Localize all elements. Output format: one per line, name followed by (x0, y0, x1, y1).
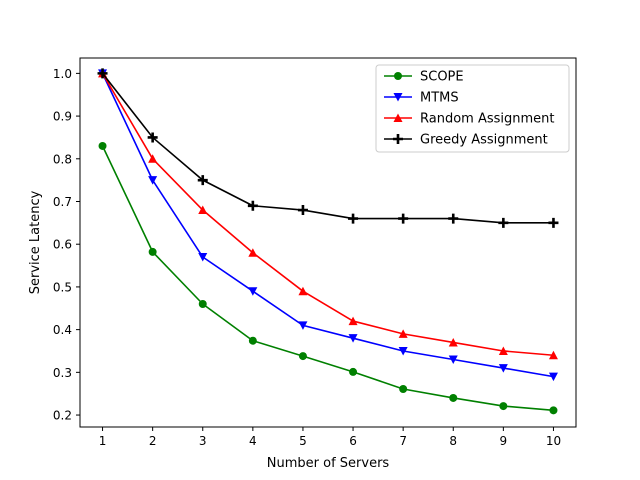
x-tick-label: 3 (199, 434, 207, 448)
legend-marker (393, 93, 403, 102)
plot-marks (97, 68, 559, 415)
legend-label: SCOPE (420, 70, 464, 85)
data-point (398, 213, 409, 224)
y-tick-label: 1.0 (53, 67, 72, 81)
series-line (101, 72, 554, 357)
x-tick-label: 5 (299, 434, 307, 448)
y-tick-label: 0.4 (53, 323, 72, 337)
data-point (448, 355, 458, 365)
data-point (297, 205, 308, 216)
data-point (198, 205, 208, 215)
data-point (548, 372, 558, 382)
data-point (348, 213, 359, 224)
x-axis-label: Number of Servers (267, 456, 390, 471)
x-tick-label: 8 (449, 434, 457, 448)
legend-label: Greedy Assignment (420, 133, 548, 148)
data-point (148, 154, 158, 163)
legend-entry: SCOPE (384, 70, 464, 85)
y-axis-label: Service Latency (28, 190, 43, 294)
series-scope (98, 141, 558, 415)
axis-ticks: 1 2 3 4 5 6 7 8 9 10 0.2 0.3 0.4 0.5 0.6 0.7 0.8 0.9 1.0 (53, 67, 561, 448)
x-tick-label: 6 (349, 434, 357, 448)
y-tick-label: 0.2 (53, 409, 72, 423)
legend: SCOPE MTMS Random Assignment Greedy Assignm… (375, 64, 570, 153)
series-line (101, 72, 554, 224)
x-tick-label: 7 (399, 434, 407, 448)
data-point (498, 346, 508, 355)
legend-label: MTMS (420, 91, 459, 106)
y-tick-label: 0.6 (53, 238, 72, 252)
data-point (398, 329, 408, 338)
legend-marker (393, 134, 403, 144)
legend-entry: MTMS (384, 91, 459, 106)
data-point (97, 68, 108, 79)
data-point (147, 132, 158, 143)
data-point (197, 175, 208, 186)
data-point (148, 247, 157, 256)
data-point (248, 287, 258, 296)
x-tick-label: 9 (500, 434, 508, 448)
data-point (549, 406, 558, 415)
series-line (101, 145, 554, 412)
data-point (248, 336, 257, 345)
data-point (148, 176, 158, 185)
data-point (448, 213, 459, 224)
y-tick-label: 0.9 (53, 110, 72, 124)
data-point (348, 316, 358, 326)
data-point (498, 364, 508, 373)
data-point (399, 384, 408, 393)
data-point (298, 321, 308, 330)
data-point (349, 367, 358, 376)
data-point (499, 402, 508, 411)
x-tick-label: 4 (249, 434, 257, 448)
legend-marker (393, 113, 403, 122)
y-tick-label: 0.7 (53, 195, 72, 209)
data-point (448, 337, 458, 347)
data-point (198, 253, 208, 262)
data-point (449, 393, 458, 402)
x-tick-label: 10 (546, 434, 561, 448)
data-point (298, 286, 308, 296)
y-tick-label: 0.5 (53, 280, 72, 294)
legend-label: Random Assignment (420, 112, 555, 127)
y-tick-label: 0.8 (53, 152, 72, 166)
data-point (548, 350, 558, 360)
data-point (348, 334, 358, 343)
plot-area-frame (79, 57, 577, 428)
data-point (247, 200, 258, 211)
x-tick-label: 1 (99, 434, 107, 448)
data-point (548, 217, 559, 228)
data-point (298, 352, 307, 361)
legend-entry: Greedy Assignment (384, 133, 548, 148)
y-tick-label: 0.3 (53, 366, 72, 380)
legend-box (375, 64, 570, 153)
series-greedy-assignment (97, 68, 559, 228)
data-point (198, 300, 207, 308)
series-line (101, 73, 554, 378)
data-point (98, 141, 107, 150)
legend-marker (394, 72, 402, 80)
legend-entry: Random Assignment (384, 112, 555, 127)
data-point (248, 248, 258, 257)
x-tick-label: 2 (149, 434, 157, 448)
data-point (498, 217, 509, 228)
data-point (398, 346, 408, 356)
